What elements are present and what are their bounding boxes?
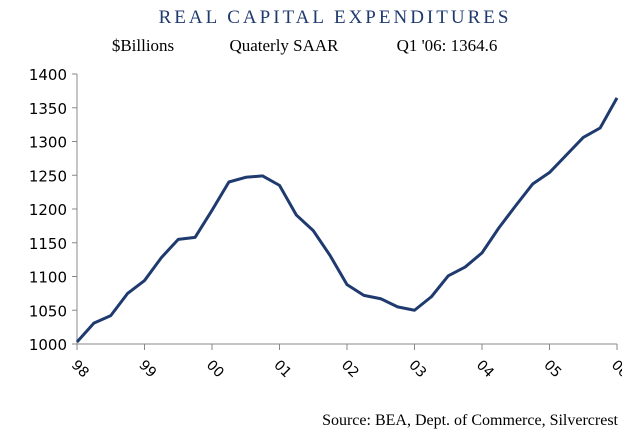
chart-title: REAL CAPITAL EXPENDITURES (159, 7, 512, 28)
y-tick-label: 1300 (29, 134, 67, 152)
x-tick-label: 05 (540, 357, 564, 381)
subtitle: Quaterly SAAR (229, 36, 339, 55)
x-tick-label: 98 (68, 357, 92, 381)
y-tick-label: 1350 (29, 100, 67, 118)
y-tick-label: 1250 (29, 167, 67, 185)
x-tick-label: 06 (608, 357, 622, 381)
x-tick-label: 99 (135, 357, 159, 381)
x-tick-label: 04 (473, 357, 497, 381)
subtitle: $Billions (112, 36, 174, 55)
y-tick-label: 1200 (29, 201, 67, 219)
source: Source: BEA, Dept. of Commerce, Silvercr… (322, 412, 618, 429)
y-tick-label: 1150 (29, 235, 67, 253)
y-tick-label: 1050 (29, 302, 67, 320)
x-tick-label: 01 (270, 357, 294, 381)
y-tick-label: 1000 (29, 336, 67, 354)
series-line (75, 97, 619, 343)
x-tick-label: 02 (338, 357, 362, 381)
x-tick-label: 00 (203, 357, 227, 381)
y-tick-label: 1100 (29, 269, 67, 287)
subtitle: Q1 '06: 1364.6 (397, 36, 498, 55)
x-tick-label: 03 (405, 357, 429, 381)
y-tick-label: 1400 (29, 66, 67, 84)
